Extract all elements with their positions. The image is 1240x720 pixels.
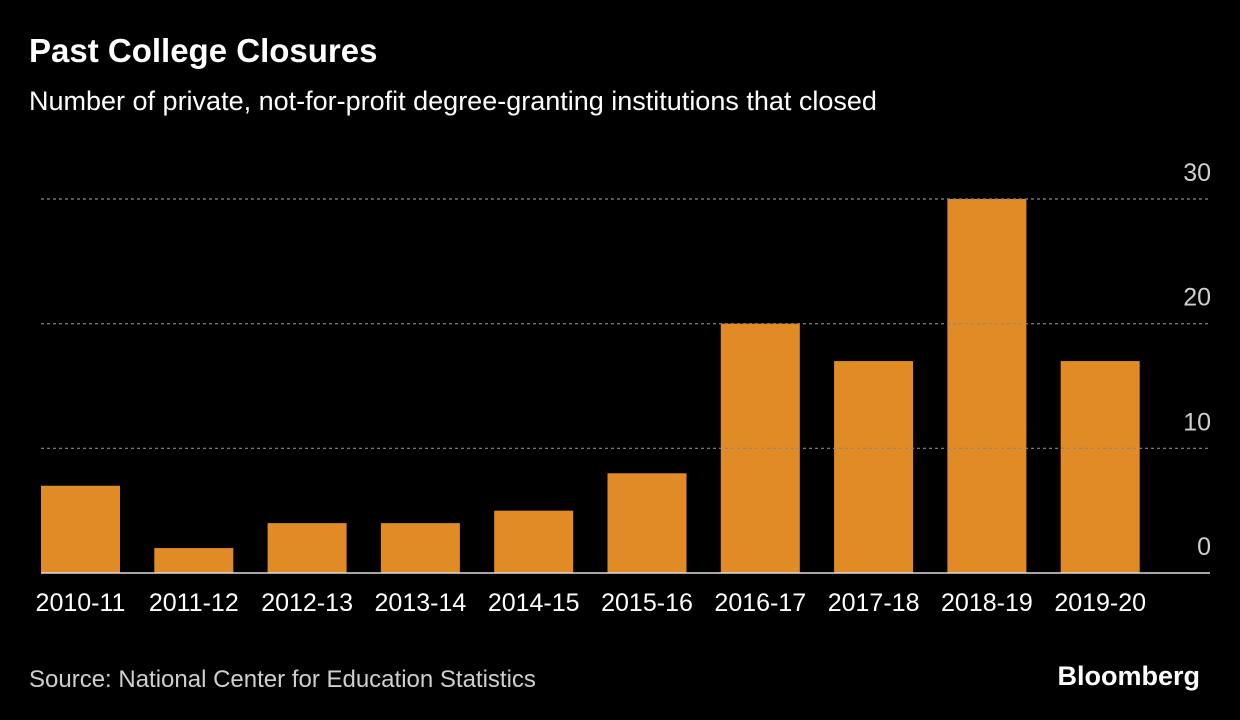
bar — [1060, 361, 1140, 573]
x-tick-label: 2015-16 — [601, 589, 693, 617]
y-tick-label: 10 — [1183, 408, 1211, 436]
x-tick-label: 2011-12 — [149, 589, 239, 617]
bar — [380, 523, 460, 573]
chart-title: Past College Closures — [29, 32, 377, 69]
bar — [494, 510, 574, 573]
x-tick-label: 2012-13 — [261, 589, 353, 617]
bar — [41, 485, 120, 573]
x-tick-label: 2010-11 — [36, 589, 126, 617]
chart-subtitle: Number of private, not-for-profit degree… — [29, 86, 877, 116]
bar — [267, 523, 347, 573]
bar — [154, 548, 234, 573]
x-tick-label: 2016-17 — [714, 589, 806, 617]
x-tick-label: 2018-19 — [941, 589, 1033, 617]
x-tick-label: 2019-20 — [1054, 589, 1146, 617]
x-tick-label: 2017-18 — [828, 589, 920, 617]
brand: Bloomberg — [1057, 661, 1200, 691]
y-tick-label: 30 — [1183, 159, 1211, 187]
bar — [947, 199, 1027, 573]
x-tick-label: 2014-15 — [488, 589, 580, 617]
x-tick-label: 2013-14 — [375, 589, 467, 617]
bar — [607, 473, 687, 573]
y-tick-label: 20 — [1183, 284, 1211, 312]
bar — [834, 361, 914, 573]
source: Source: National Center for Education St… — [29, 666, 536, 693]
y-tick-label: 0 — [1197, 533, 1211, 561]
